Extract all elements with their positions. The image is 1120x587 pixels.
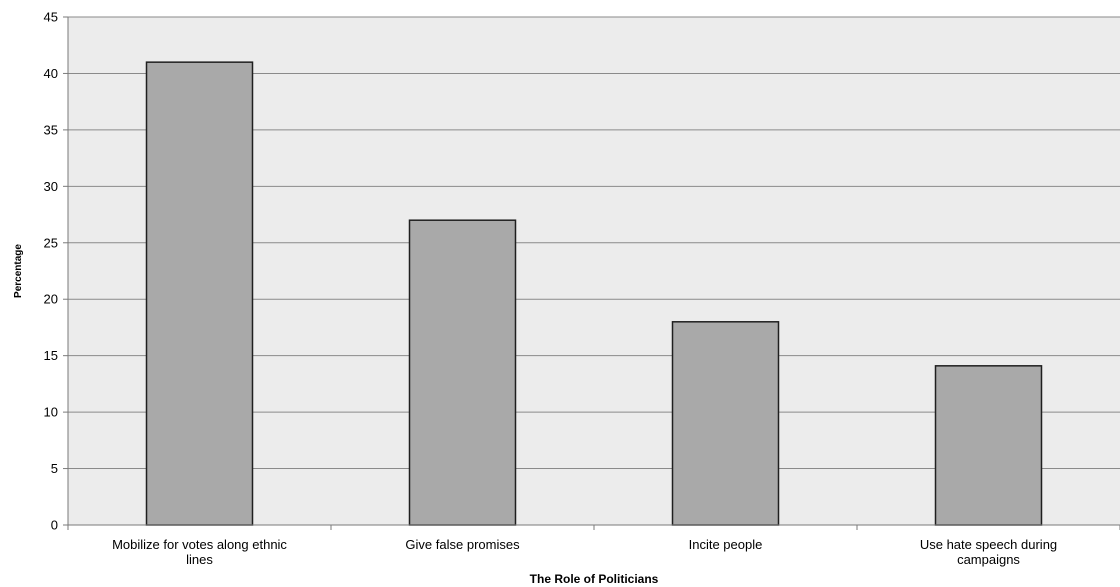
- x-tick-label-line: campaigns: [957, 552, 1020, 567]
- y-tick-label: 10: [44, 405, 58, 420]
- y-tick-label: 25: [44, 235, 58, 250]
- y-tick-label: 20: [44, 292, 58, 307]
- y-tick-label: 45: [44, 10, 58, 25]
- x-tick-label: Give false promises: [405, 537, 520, 552]
- y-tick-label: 0: [51, 518, 58, 533]
- bar: [145, 61, 254, 526]
- x-tick-label-line: Give false promises: [405, 537, 520, 552]
- y-tick-label: 30: [44, 179, 58, 194]
- y-tick-labels: 0 5 10 15 20 25 30 35 40 45: [44, 10, 68, 533]
- x-axis-title: The Role of Politicians: [530, 572, 659, 586]
- x-tick-label: Incite people: [689, 537, 763, 552]
- bar: [934, 365, 1043, 526]
- x-tick-label-line: lines: [186, 552, 213, 567]
- x-tick-label: Mobilize for votes along ethnic lines: [112, 537, 287, 567]
- bars: [145, 61, 1043, 526]
- x-tick-labels: Mobilize for votes along ethnic lines Give…: [112, 537, 1057, 567]
- x-tick-label-line: Mobilize for votes along ethnic: [112, 537, 287, 552]
- y-tick-label: 15: [44, 348, 58, 363]
- y-tick-label: 5: [51, 461, 58, 476]
- y-tick-label: 40: [44, 66, 58, 81]
- x-tick-label-line: Incite people: [689, 537, 763, 552]
- x-tick-label: Use hate speech during campaigns: [920, 537, 1057, 567]
- bar: [671, 321, 780, 526]
- axes: [67, 17, 1120, 530]
- bar: [408, 219, 517, 526]
- x-tick-label-line: Use hate speech during: [920, 537, 1057, 552]
- y-tick-label: 35: [44, 122, 58, 137]
- y-axis-title: Percentage: [13, 244, 24, 298]
